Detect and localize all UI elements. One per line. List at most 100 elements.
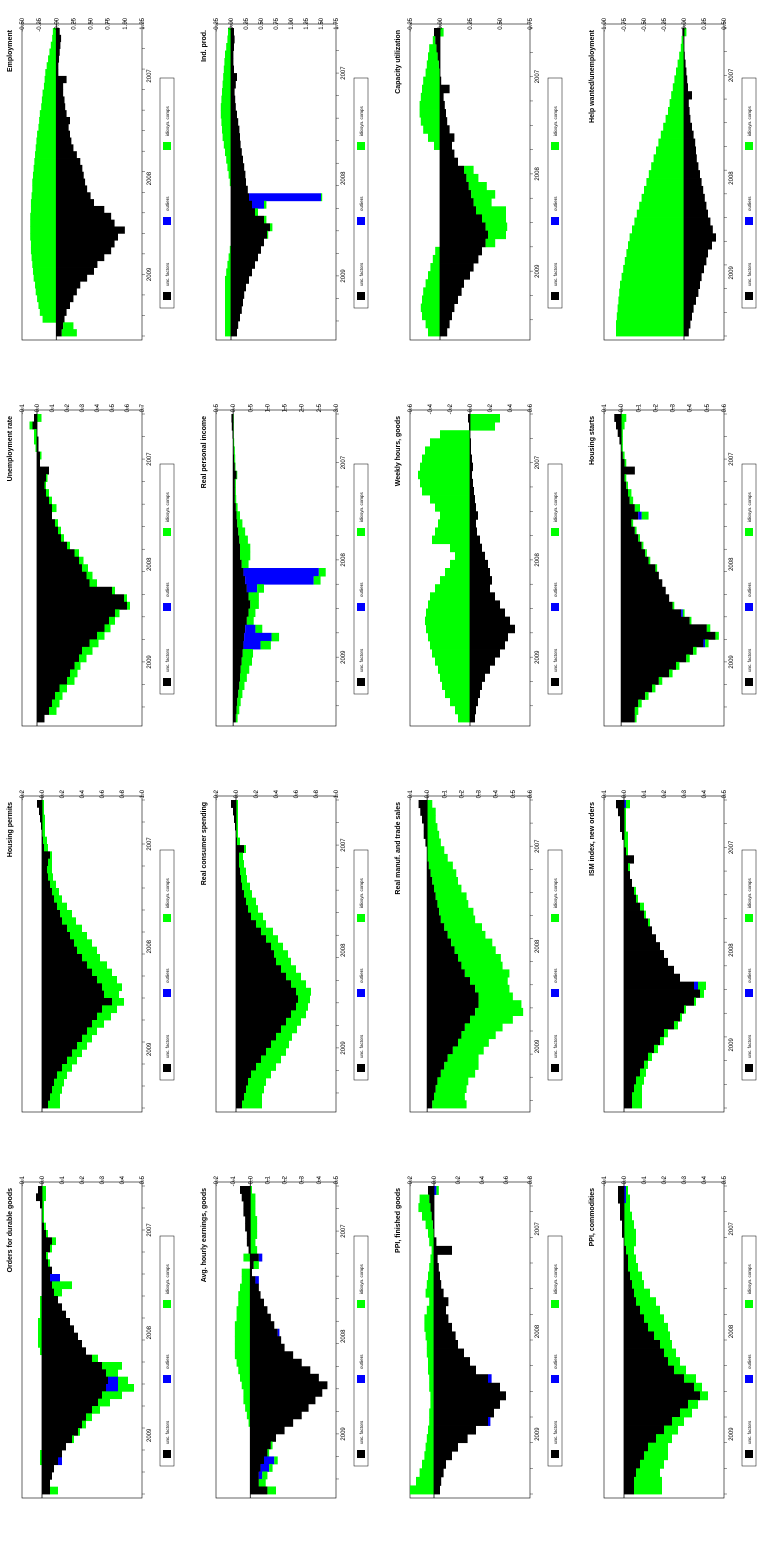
legend-swatch-unc-factors [357, 1450, 365, 1458]
bar-idiosyn-comps [31, 253, 57, 262]
bar-idiosyn-comps [440, 673, 470, 682]
legend-label: unc. factors [165, 262, 170, 286]
y-tick-label: 0.1 [636, 403, 642, 412]
bar-unc-factors [624, 957, 668, 967]
bar-unc-factors [440, 311, 452, 321]
bar-idiosyn-comps [430, 640, 470, 650]
bar-unc-factors [32, 421, 37, 430]
bar-idiosyn-comps [109, 616, 115, 625]
bar-unc-factors [428, 1186, 434, 1195]
bar-idiosyn-comps [488, 230, 506, 240]
bar-idiosyn-comps [41, 103, 57, 111]
legend-label: idiosyn. comps [165, 491, 170, 522]
bar-unc-factors [233, 713, 236, 723]
x-tick-label: 2008 [341, 171, 347, 185]
legend-box [547, 849, 563, 1081]
y-tick-label: -0.6 [408, 403, 414, 414]
bar-idiosyn-comps [42, 1186, 46, 1194]
bar-idiosyn-comps [31, 192, 57, 200]
bar-unc-factors [231, 320, 239, 329]
bar-idiosyn-comps [318, 568, 326, 577]
bar-idiosyn-comps [236, 1313, 251, 1322]
bar-idiosyn-comps [630, 1271, 642, 1281]
bar-unc-factors [40, 814, 42, 823]
bar-unc-factors [434, 1340, 458, 1349]
bar-idiosyn-comps [478, 992, 513, 1001]
bar-unc-factors [236, 1025, 281, 1034]
x-tick-label: 2009 [341, 269, 347, 283]
bar-unc-factors [624, 918, 648, 927]
y-tick-label: 0.2 [65, 403, 71, 412]
bar-unc-factors [42, 998, 112, 1006]
legend-box [159, 463, 175, 695]
bar-unc-factors [250, 1388, 323, 1397]
bar-idiosyn-comps [45, 69, 57, 77]
bar-unc-factors [624, 1305, 640, 1315]
bar-idiosyn-comps [429, 1297, 434, 1307]
bar-idiosyn-comps [428, 1425, 434, 1435]
bar-idiosyn-comps [639, 201, 684, 211]
bar-unc-factors [682, 28, 684, 37]
bar-unc-factors [38, 1186, 42, 1194]
bar-unc-factors [56, 28, 60, 36]
x-tick-label: 2007 [147, 69, 153, 83]
bar-unc-factors [250, 1336, 282, 1345]
bar-idiosyn-comps [240, 665, 250, 674]
bar-unc-factors [42, 1027, 87, 1036]
y-tick-label: 0.00 [54, 17, 60, 29]
y-tick-label: 0.5 [722, 789, 728, 798]
bar-unc-factors [42, 1420, 82, 1429]
bar-idiosyn-comps [46, 474, 48, 483]
bar-unc-factors [56, 123, 69, 132]
bar-unc-factors [37, 714, 45, 723]
bar-idiosyn-comps [42, 822, 45, 830]
y-tick-label: 0.75 [528, 17, 534, 29]
bar-unc-factors [624, 1391, 700, 1401]
bar-unc-factors [684, 162, 699, 171]
bar-idiosyn-comps [437, 900, 469, 909]
y-tick-label: 0.2 [254, 789, 260, 798]
bar-idiosyn-comps [626, 481, 628, 490]
bar-unc-factors [440, 173, 467, 183]
bar-unc-factors [250, 1426, 285, 1435]
bar-unc-factors [624, 1451, 644, 1461]
bar-unc-factors [56, 110, 67, 118]
bar-idiosyn-comps [426, 60, 439, 69]
bar-unc-factors [243, 1201, 251, 1209]
bar-idiosyn-comps [660, 1340, 672, 1349]
legend-box [353, 77, 369, 309]
bar-unc-factors [621, 616, 690, 625]
bar-idiosyn-comps [240, 1373, 251, 1382]
bar-idiosyn-comps [296, 1002, 308, 1011]
bar-unc-factors [427, 1077, 438, 1086]
bar-unc-factors [250, 1373, 319, 1382]
bar-unc-factors [231, 283, 246, 292]
bar-unc-factors [56, 130, 70, 138]
bar-idiosyn-comps [454, 946, 496, 955]
bar-idiosyn-comps [89, 579, 97, 588]
bar-idiosyn-comps [37, 294, 57, 303]
bar-idiosyn-comps [428, 861, 453, 870]
bar-unc-factors [434, 1391, 506, 1401]
bar-idiosyn-comps [644, 910, 646, 919]
bar-unc-factors [684, 288, 699, 297]
bar-unc-factors [624, 910, 644, 919]
bar-unc-factors [423, 830, 428, 839]
bar-unc-factors [470, 527, 477, 536]
bar-unc-factors [621, 586, 666, 595]
bar-idiosyn-comps [634, 1485, 662, 1495]
bar-idiosyn-comps [74, 661, 81, 670]
bar-outliers [624, 1186, 626, 1195]
bar-unc-factors [231, 65, 234, 74]
bar-idiosyn-comps [437, 1077, 469, 1086]
bar-idiosyn-comps [42, 829, 45, 838]
bar-idiosyn-comps [48, 873, 53, 882]
legend-label: outliers [165, 582, 170, 597]
bar-unc-factors [684, 201, 707, 211]
bar-unc-factors [56, 301, 70, 310]
bar-idiosyn-comps [241, 1276, 251, 1285]
bar-unc-factors [37, 489, 46, 498]
bar-unc-factors [684, 67, 687, 76]
bar-idiosyn-comps [236, 1306, 251, 1315]
